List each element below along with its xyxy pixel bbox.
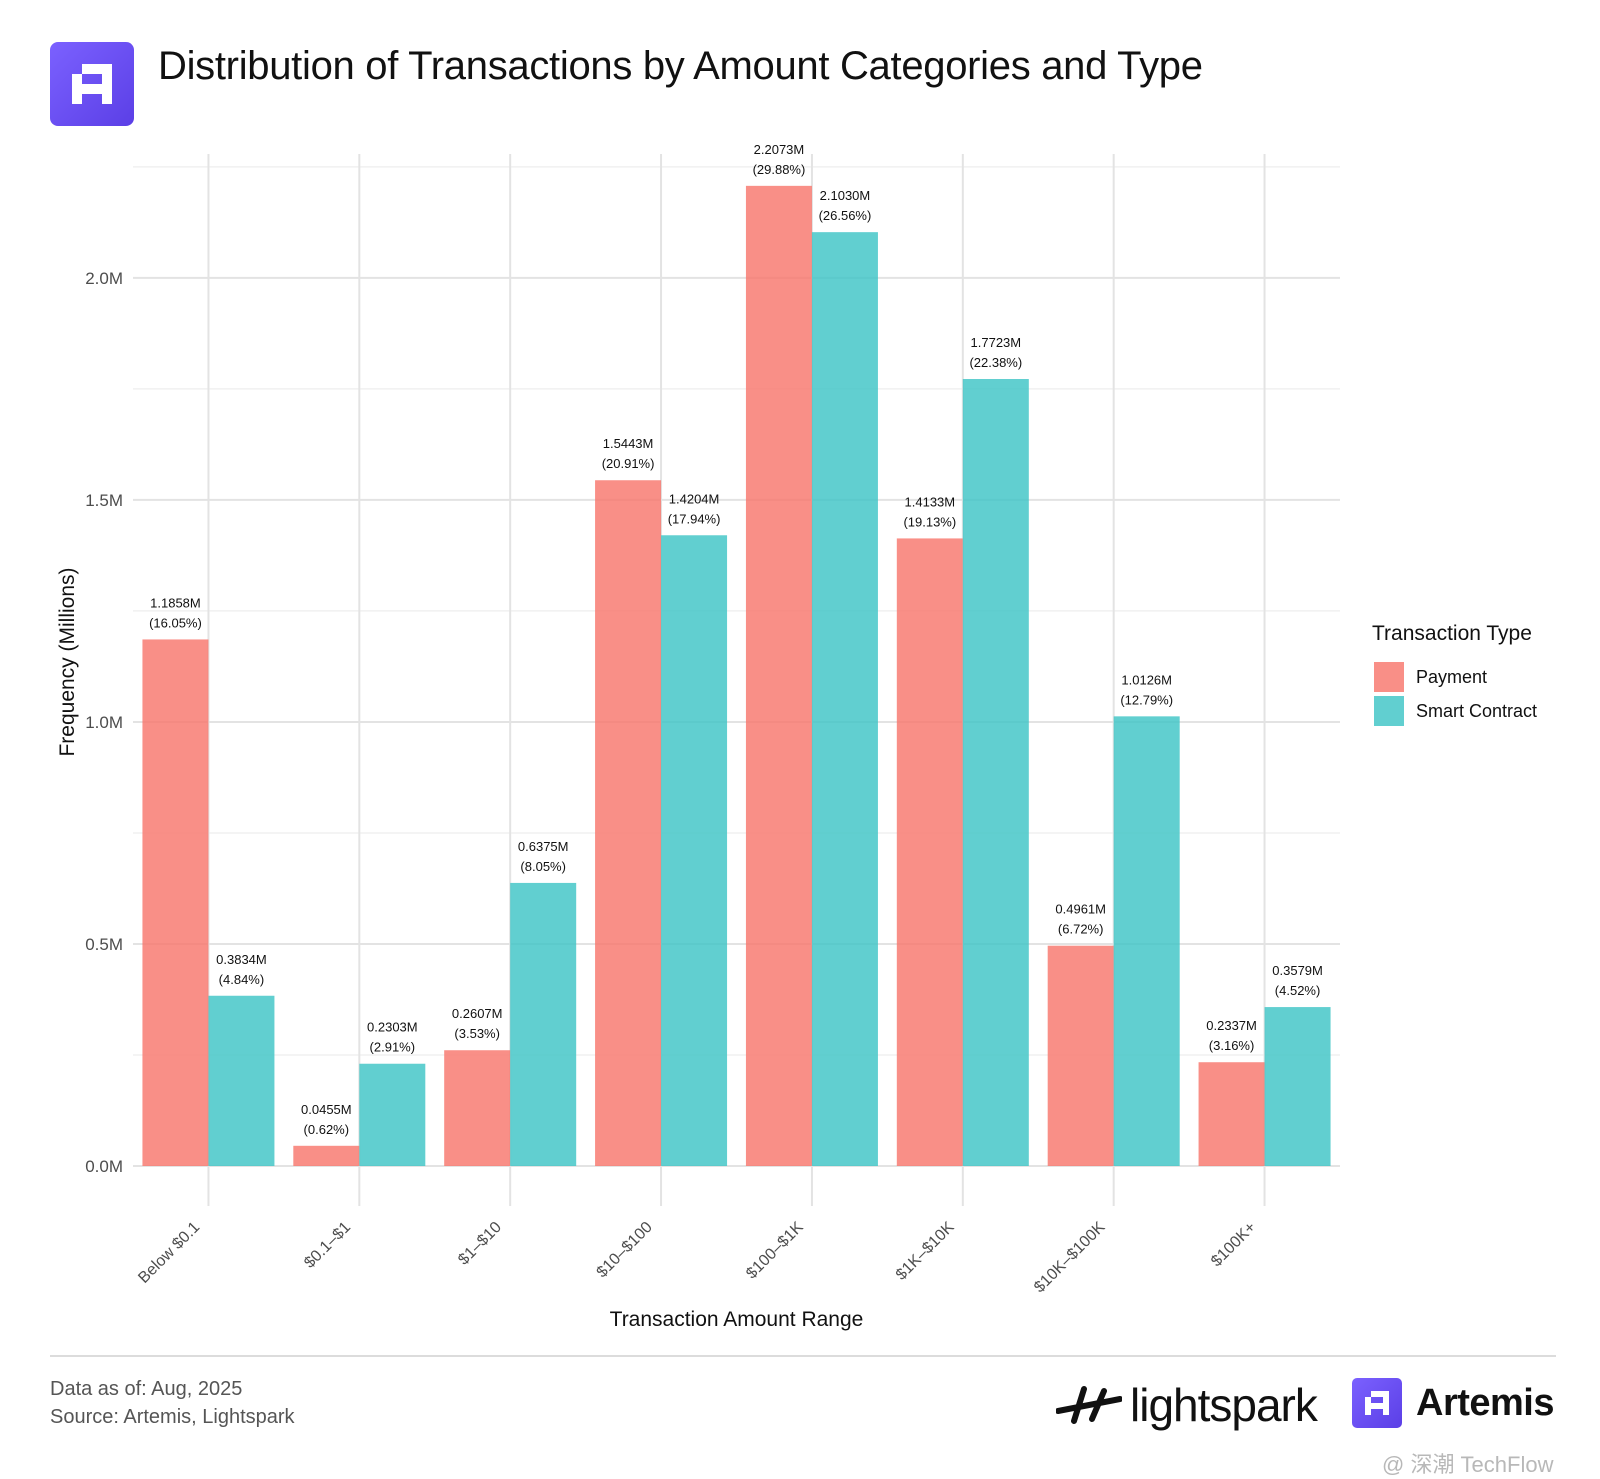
bar-value-label: 2.2073M [754,142,805,157]
x-tick-label: $0.1–$1 [301,1219,354,1272]
bar-value-label: 1.7723M [971,335,1022,350]
bar-payment [595,480,662,1167]
bar-percent-label: (19.13%) [903,514,956,529]
data-as-of-text: Data as of: Aug, 2025 [50,1378,243,1400]
y-axis-title: Frequency (Millions) [56,567,79,756]
bar-payment [745,185,812,1167]
bar-value-label: 0.2607M [452,1006,503,1021]
legend-swatch [1374,662,1404,692]
bar-payment [1047,945,1114,1166]
bar-payment [142,639,209,1166]
bar-value-label: 1.5443M [603,436,654,451]
bar-percent-label: (16.05%) [149,615,202,630]
bar-percent-label: (12.79%) [1120,692,1173,707]
bar-value-label: 1.0126M [1121,672,1172,687]
legend-label: Payment [1416,667,1487,687]
x-tick-label: $100K+ [1208,1219,1259,1270]
bar-smart-contract [208,995,275,1166]
bar-smart-contract [1113,716,1180,1166]
bar-value-label: 1.1858M [150,595,201,610]
bar-value-label: 1.4204M [669,491,720,506]
bar-smart-contract [811,232,878,1166]
bar-value-label: 1.4133M [905,494,956,509]
bar-percent-label: (4.52%) [1275,983,1321,998]
bar-percent-label: (20.91%) [602,456,655,471]
bar-percent-label: (4.84%) [219,972,265,987]
bar-smart-contract [1264,1007,1331,1166]
bar-percent-label: (22.38%) [969,355,1022,370]
bar-percent-label: (6.72%) [1058,922,1104,937]
bar-payment [293,1145,360,1166]
y-tick-label: 2.0M [85,269,123,288]
bar-smart-contract [661,535,728,1166]
bar-payment [444,1050,511,1166]
bar-value-label: 0.2303M [367,1020,418,1035]
y-tick-label: 1.0M [85,713,123,732]
bar-percent-label: (3.16%) [1209,1038,1255,1053]
y-tick-label: 0.5M [85,935,123,954]
lightspark-logo-icon [1056,1386,1122,1424]
footer-divider [50,1355,1556,1357]
bar-percent-label: (8.05%) [520,859,566,874]
watermark-text: @ 深潮 TechFlow [1382,1452,1554,1477]
source-text: Source: Artemis, Lightspark [50,1406,295,1428]
bar-percent-label: (3.53%) [454,1026,500,1041]
y-tick-label: 0.0M [85,1157,123,1176]
bar-value-label: 0.0455M [301,1102,352,1117]
bar-value-label: 0.6375M [518,839,569,854]
bar-value-label: 0.4961M [1055,902,1106,917]
bar-value-label: 0.2337M [1206,1018,1257,1033]
bar-percent-label: (17.94%) [668,511,721,526]
lightspark-brand: lightspark [1056,1378,1318,1432]
bar-percent-label: (2.91%) [370,1040,416,1055]
bar-smart-contract [510,882,577,1166]
artemis-brand: Artemis [1352,1378,1555,1428]
x-tick-label: $100–$1K [743,1219,807,1283]
bar-smart-contract [359,1063,426,1166]
x-axis-title: Transaction Amount Range [610,1308,864,1331]
x-tick-label: $10K–$100K [1031,1219,1109,1297]
bar-smart-contract [962,379,1029,1166]
x-tick-label: Below $0.1 [135,1219,203,1287]
x-tick-label: $10–$100 [594,1219,656,1281]
artemis-logo-icon [50,42,134,126]
legend-label: Smart Contract [1416,701,1537,721]
legend-title: Transaction Type [1372,622,1532,645]
bar-value-label: 2.1030M [820,188,871,203]
bar-chart: 0.0M 0.5M 1.0M 1.5M 2.0M 1.1858M (16.05%) 0.383… [56,142,1537,1331]
bar-percent-label: (26.56%) [819,208,872,223]
x-tick-label: $1–$10 [455,1219,505,1269]
x-tick-label: $1K–$10K [893,1219,958,1284]
page-title: Distribution of Transactions by Amount C… [158,44,1203,88]
bar-percent-label: (0.62%) [304,1122,350,1137]
bar-payment [1198,1062,1265,1166]
header [50,42,134,126]
bar-percent-label: (29.88%) [753,162,806,177]
bar-value-label: 0.3834M [216,952,267,967]
artemis-small-logo-icon [1352,1378,1402,1428]
bar-payment [896,538,963,1166]
lightspark-name: lightspark [1130,1379,1318,1431]
bar-value-label: 0.3579M [1272,963,1323,978]
y-tick-label: 1.5M [85,491,123,510]
legend-swatch [1374,696,1404,726]
artemis-name: Artemis [1416,1381,1555,1424]
